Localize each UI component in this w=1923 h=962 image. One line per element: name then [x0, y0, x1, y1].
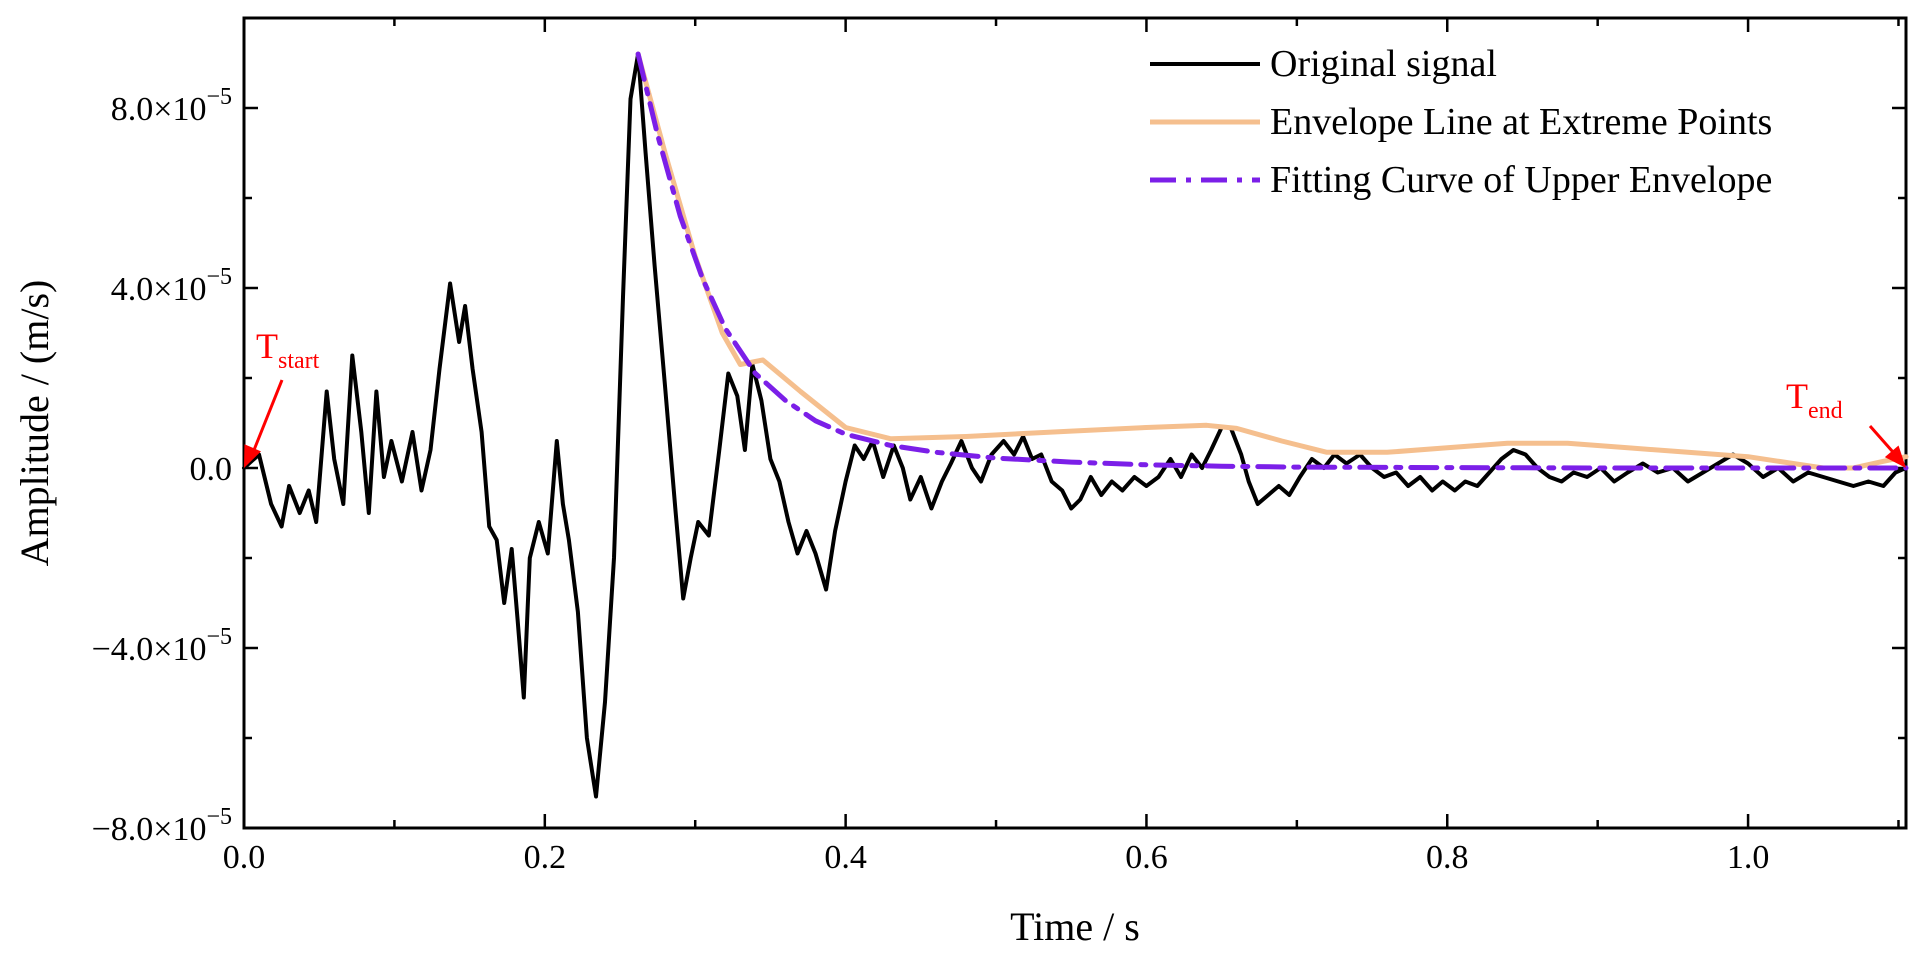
legend-label: Original signal	[1270, 43, 1497, 85]
x-tick-label: 0.6	[1125, 839, 1168, 876]
y-tick-label: 4.0×10−5	[111, 264, 232, 308]
x-axis-label: Time / s	[1010, 904, 1140, 949]
plot-area	[242, 16, 1908, 830]
t-start-arrow-shaft	[248, 379, 284, 461]
series-envelope-line-at-extreme-points	[635, 51, 1909, 471]
x-tick-label: 1.0	[1727, 839, 1770, 876]
annotations: Tstart Tend	[244, 326, 1906, 468]
plot-frame	[242, 16, 1908, 830]
axis-ticks	[242, 16, 1906, 830]
series-original-signal	[242, 52, 1908, 799]
legend: Original signal Envelope Line at Extreme …	[1150, 43, 1772, 201]
y-tick-labels: −8.0×10−5 −4.0×10−5 0.0 4.0×10−5 8.0×10−5	[92, 84, 232, 848]
legend-label: Envelope Line at Extreme Points	[1270, 101, 1772, 143]
series-layer	[242, 51, 1909, 799]
x-tick-label: 0.4	[824, 839, 867, 876]
legend-label: Fitting Curve of Upper Envelope	[1270, 159, 1772, 201]
t-end-label: Tend	[1786, 376, 1843, 424]
t-start-label: Tstart	[256, 326, 320, 374]
y-tick-label: −8.0×10−5	[92, 804, 232, 848]
x-tick-label: 0.0	[223, 839, 266, 876]
y-tick-label: 8.0×10−5	[111, 84, 232, 128]
series-fitting-curve-of-upper-envelope	[635, 51, 1909, 471]
y-tick-label: 0.0	[190, 451, 233, 488]
y-axis-label: Amplitude / (m/s)	[12, 280, 57, 567]
y-tick-label: −4.0×10−5	[92, 624, 232, 668]
x-tick-label: 0.8	[1426, 839, 1469, 876]
x-tick-label: 0.2	[524, 839, 567, 876]
t-end-arrow-head	[1884, 445, 1906, 468]
t-start-arrow-head	[244, 444, 261, 468]
x-tick-labels: 0.0 0.2 0.4 0.6 0.8 1.0	[223, 839, 1770, 876]
